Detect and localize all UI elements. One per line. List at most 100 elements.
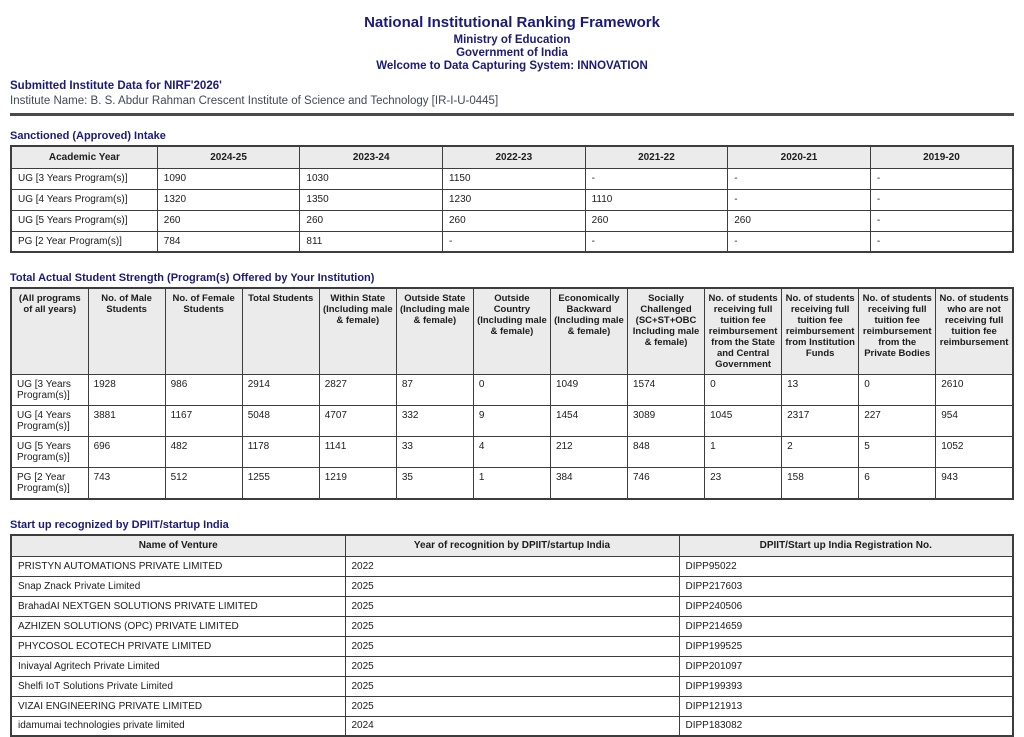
- table-cell: 384: [549, 467, 629, 500]
- table-cell: 1052: [935, 436, 1014, 468]
- institute-name-line: Institute Name: B. S. Abdur Rahman Cresc…: [10, 95, 499, 107]
- table-cell: 954: [935, 405, 1014, 437]
- column-header: DPIIT/Start up India Registration No.: [678, 534, 1014, 557]
- table-row: Shelfi IoT Solutions Private Limited 2025…: [10, 675, 1014, 697]
- table-cell: 260: [156, 209, 301, 232]
- column-header: Outside State (Including male & female): [395, 287, 474, 375]
- section-student-strength: Total Actual Student Strength (Program(s…: [10, 272, 1014, 500]
- table-cell: 2610: [935, 374, 1014, 406]
- table-cell: AZHIZEN SOLUTIONS (OPC) PRIVATE LIMITED: [10, 615, 346, 637]
- table-cell: 9: [472, 405, 551, 437]
- table-cell: 260: [299, 209, 443, 232]
- table-cell: 1150: [442, 167, 586, 190]
- table-cell: 212: [549, 436, 629, 468]
- table-row: PHYCOSOL ECOTECH PRIVATE LIMITED 2025 DIPP…: [10, 635, 1014, 657]
- table-cell: VIZAI ENGINEERING PRIVATE LIMITED: [10, 695, 346, 717]
- table-cell: 5048: [241, 405, 320, 437]
- table-cell: 1178: [241, 436, 320, 468]
- table-cell: 848: [626, 436, 706, 468]
- table-cell: DIPP121913: [678, 695, 1014, 717]
- table-cell: 4: [472, 436, 551, 468]
- column-header: No. of students receiving full tuition f…: [704, 287, 783, 375]
- column-header: No. of students receiving full tuition f…: [858, 287, 937, 375]
- table-row: PRISTYN AUTOMATIONS PRIVATE LIMITED 2022 D…: [10, 555, 1014, 577]
- table-cell: 23: [704, 467, 783, 500]
- column-header: No. of students receiving full tuition f…: [781, 287, 860, 375]
- table-cell: -: [727, 167, 871, 190]
- section-sanctioned-intake: Sanctioned (Approved) Intake Academic Ye…: [10, 130, 1014, 253]
- table-cell: -: [727, 188, 871, 211]
- table-cell: 986: [164, 374, 243, 406]
- table-cell: DIPP240506: [678, 595, 1014, 617]
- table-cell: 227: [858, 405, 937, 437]
- header-divider: [10, 113, 1014, 116]
- section-startups: Start up recognized by DPIIT/startup Ind…: [10, 519, 1014, 737]
- column-header: Year of recognition by DPIIT/startup Ind…: [344, 534, 680, 557]
- table-cell: DIPP183082: [678, 715, 1014, 737]
- table-cell: 2022: [344, 555, 680, 577]
- table-cell: -: [869, 167, 1014, 190]
- table-cell: 13: [781, 374, 860, 406]
- table-cell: 1350: [299, 188, 443, 211]
- government-subtitle: Government of India: [456, 47, 568, 59]
- table-cell: -: [727, 230, 871, 253]
- table-cell: 260: [727, 209, 871, 232]
- table-cell: 33: [395, 436, 474, 468]
- table-cell: 1255: [241, 467, 320, 500]
- column-header: 2022-23: [442, 145, 586, 169]
- table-cell: 2025: [344, 595, 680, 617]
- table-cell: 2025: [344, 655, 680, 677]
- table-cell: 482: [164, 436, 243, 468]
- table-cell: 1574: [626, 374, 706, 406]
- column-header: Total Students: [241, 287, 320, 375]
- column-header: No. of students who are not receiving fu…: [935, 287, 1014, 375]
- sanctioned-intake-title: Sanctioned (Approved) Intake: [10, 130, 166, 142]
- startups-table: Name of Venture Year of recognition by DP…: [10, 534, 1014, 737]
- table-cell: 1320: [156, 188, 301, 211]
- table-cell: 6: [858, 467, 937, 500]
- table-cell: 746: [626, 467, 706, 500]
- table-cell: DIPP199393: [678, 675, 1014, 697]
- submitted-data-heading: Submitted Institute Data for NIRF'2026': [10, 80, 222, 92]
- table-cell: 2024: [344, 715, 680, 737]
- table-cell: idamumai technologies private limited: [10, 715, 346, 737]
- table-cell: PRISTYN AUTOMATIONS PRIVATE LIMITED: [10, 555, 346, 577]
- table-row: BrahadAI NEXTGEN SOLUTIONS PRIVATE LIMIT…: [10, 595, 1014, 617]
- sanctioned-intake-table: Academic Year 2024-25 2023-24 2022-23 2021-2…: [10, 145, 1014, 253]
- table-row: Snap Znack Private Limited 2025 DIPP217603: [10, 575, 1014, 597]
- table-cell: UG [4 Years Program(s)]: [10, 188, 158, 211]
- table-cell: 0: [704, 374, 783, 406]
- table-cell: Snap Znack Private Limited: [10, 575, 346, 597]
- table-cell: 2025: [344, 675, 680, 697]
- table-cell: 2025: [344, 615, 680, 637]
- table-cell: 811: [299, 230, 443, 253]
- column-header: 2019-20: [869, 145, 1014, 169]
- student-strength-title: Total Actual Student Strength (Program(s…: [10, 272, 375, 284]
- table-cell: 2: [781, 436, 860, 468]
- page-header: National Institutional Ranking Framework…: [10, 14, 1014, 72]
- table-header-row: (All programs of all years) No. of Male S…: [10, 287, 1014, 375]
- column-header: 2021-22: [584, 145, 729, 169]
- table-cell: 1219: [318, 467, 397, 500]
- table-row: UG [4 Years Program(s)] 3881 1167 5048 4707 3…: [10, 405, 1014, 437]
- column-header: Academic Year: [10, 145, 158, 169]
- table-cell: BrahadAI NEXTGEN SOLUTIONS PRIVATE LIMIT…: [10, 595, 346, 617]
- table-row: idamumai technologies private limited 202…: [10, 715, 1014, 737]
- table-cell: 0: [858, 374, 937, 406]
- table-cell: 1110: [584, 188, 729, 211]
- table-cell: 696: [87, 436, 166, 468]
- column-header: No. of Male Students: [87, 287, 166, 375]
- table-cell: DIPP217603: [678, 575, 1014, 597]
- table-cell: 5: [858, 436, 937, 468]
- table-cell: -: [869, 230, 1014, 253]
- table-cell: DIPP95022: [678, 555, 1014, 577]
- table-cell: UG [5 Years Program(s)]: [10, 209, 158, 232]
- column-header: Socially Challenged (SC+ST+OBC Including…: [626, 287, 706, 375]
- table-cell: 2025: [344, 635, 680, 657]
- table-cell: 4707: [318, 405, 397, 437]
- table-cell: 1: [704, 436, 783, 468]
- table-row: UG [3 Years Program(s)] 1928 986 2914 2827 87…: [10, 374, 1014, 406]
- table-cell: 1045: [704, 405, 783, 437]
- table-cell: DIPP199525: [678, 635, 1014, 657]
- table-cell: PG [2 Year Program(s)]: [10, 230, 158, 253]
